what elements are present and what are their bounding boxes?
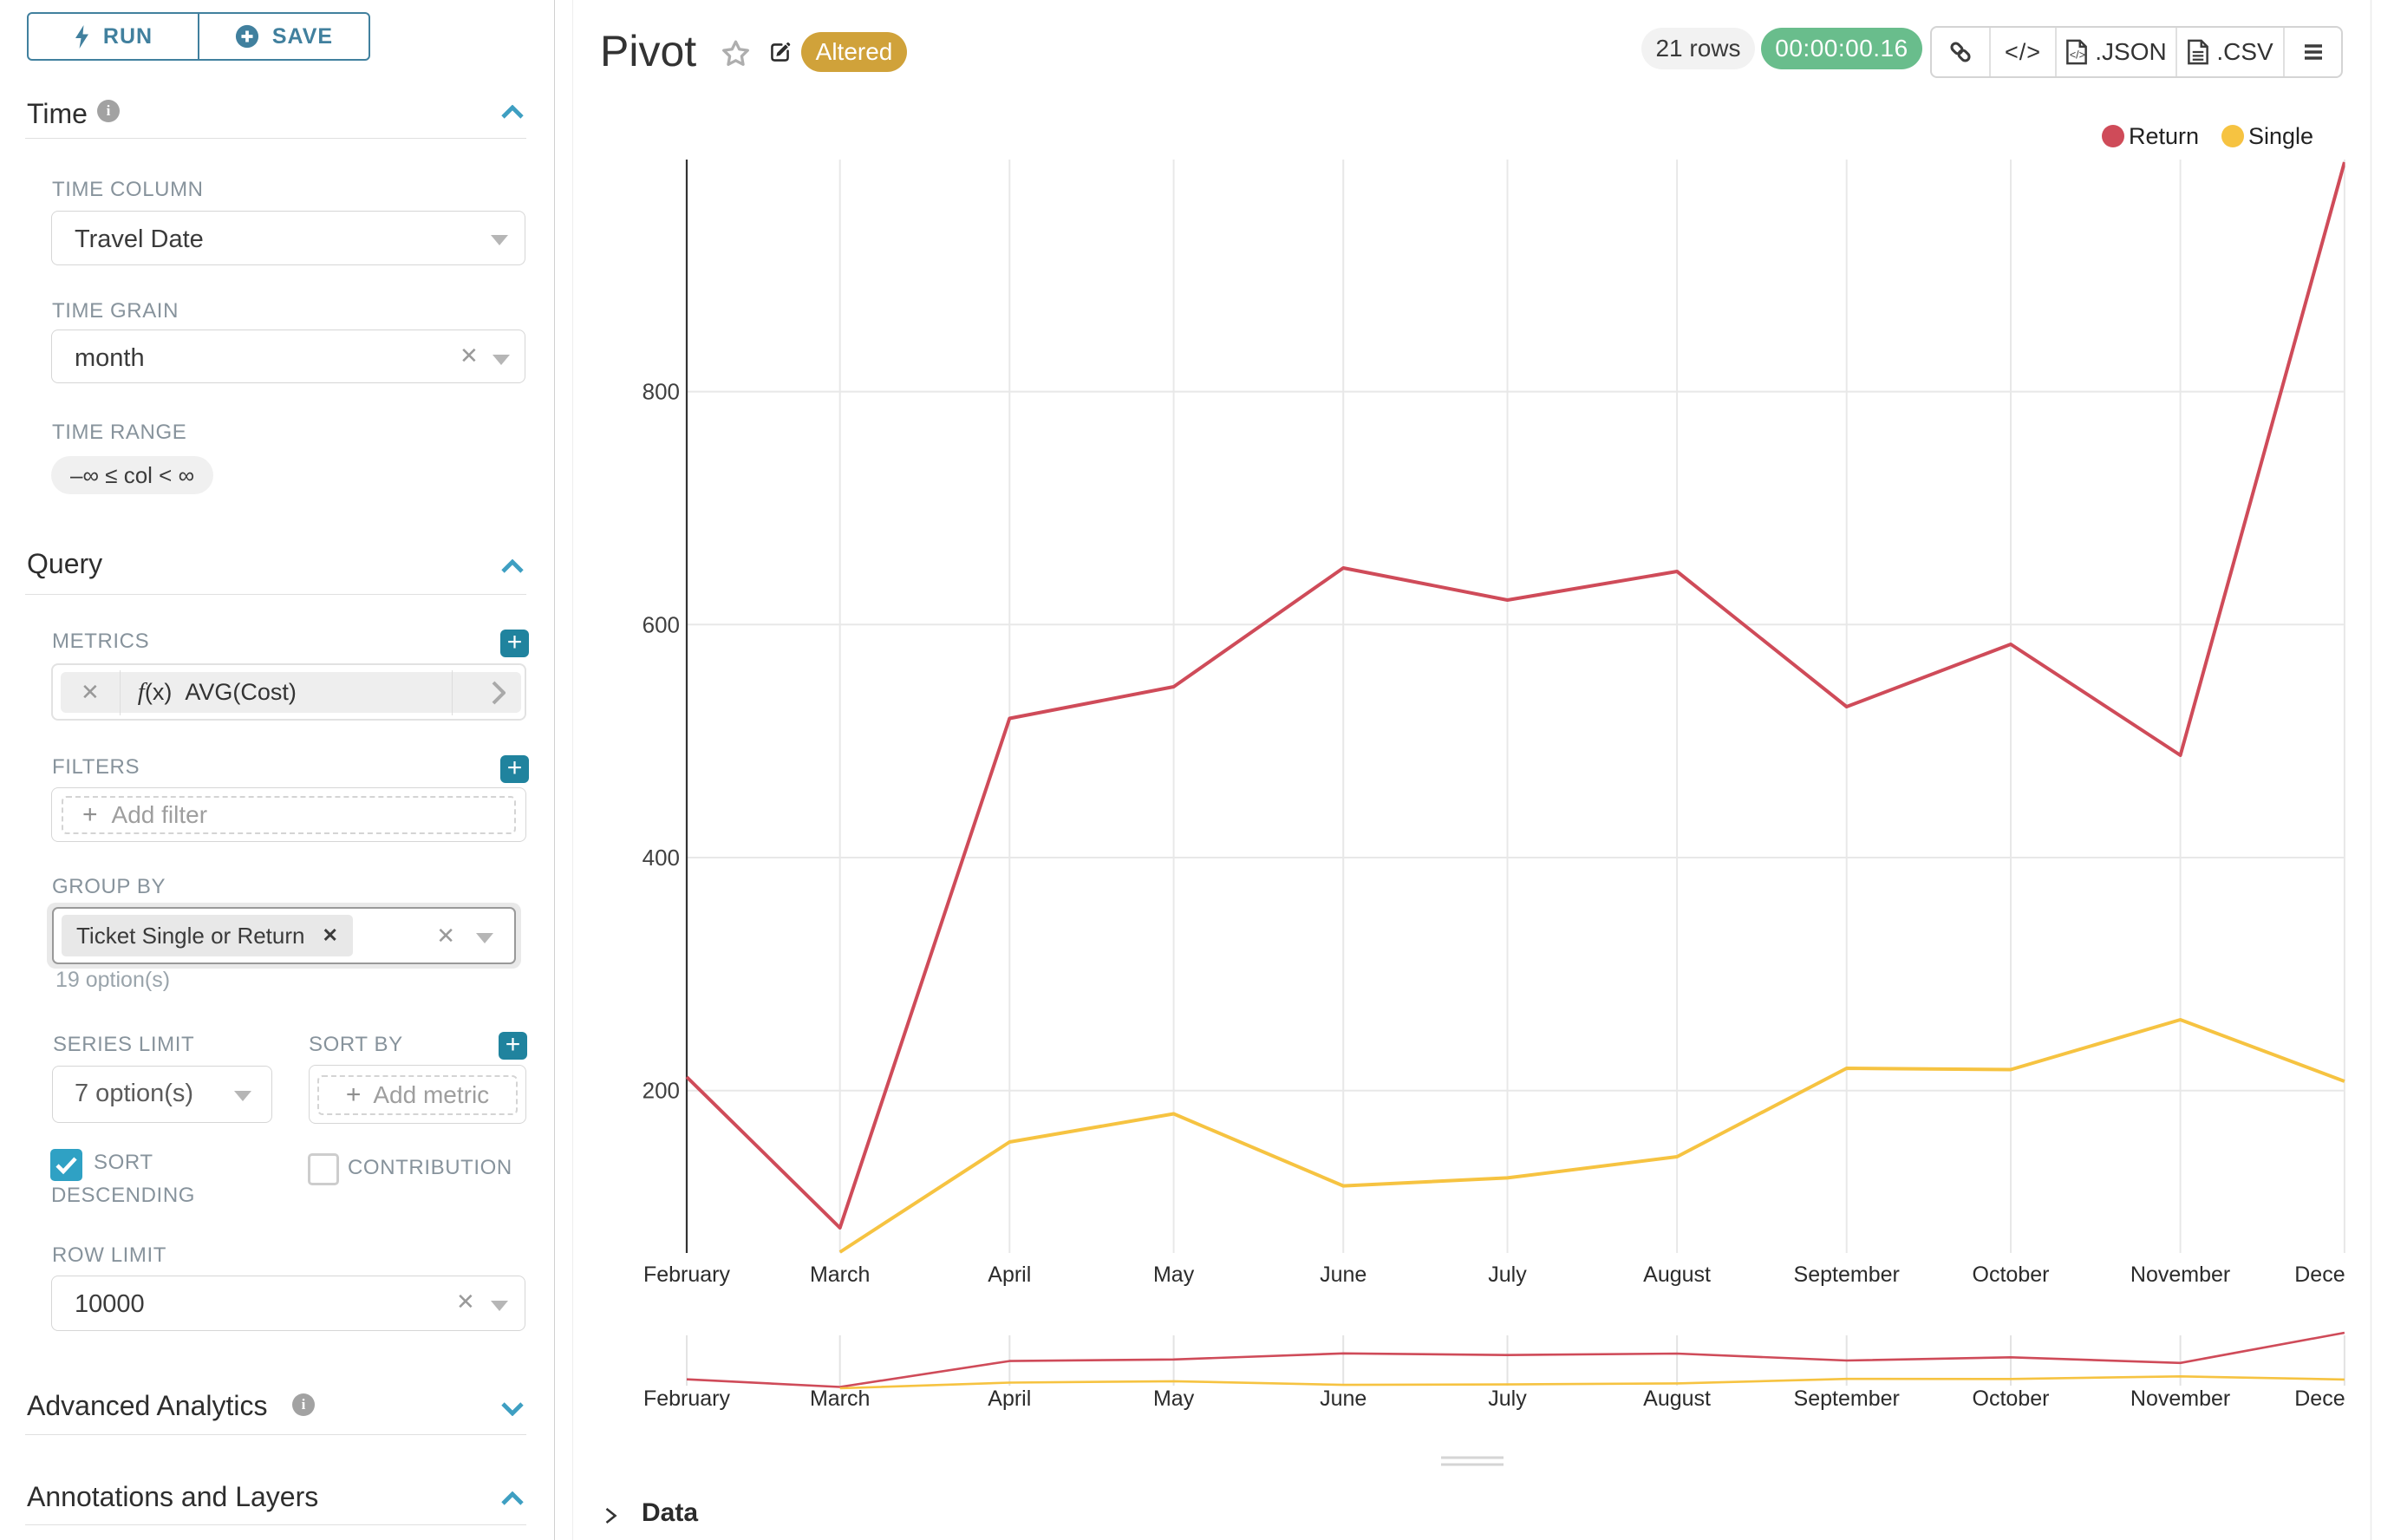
svg-text:September: September	[1794, 1387, 1900, 1411]
svg-text:June: June	[1320, 1263, 1367, 1287]
svg-text:October: October	[1973, 1387, 2050, 1411]
svg-text:May: May	[1153, 1263, 1195, 1287]
svg-text:November: November	[2130, 1263, 2230, 1287]
svg-text:600: 600	[643, 611, 680, 637]
svg-text:February: February	[643, 1263, 731, 1287]
svg-text:September: September	[1794, 1263, 1900, 1287]
svg-text:December: December	[2294, 1387, 2381, 1411]
svg-text:400: 400	[643, 845, 680, 871]
svg-text:August: August	[1643, 1263, 1711, 1287]
svg-text:August: August	[1643, 1387, 1711, 1411]
svg-text:April: April	[988, 1263, 1031, 1287]
svg-text:April: April	[988, 1387, 1031, 1411]
svg-text:July: July	[1488, 1263, 1527, 1287]
svg-text:July: July	[1488, 1387, 1527, 1411]
svg-text:October: October	[1973, 1263, 2050, 1287]
svg-text:February: February	[643, 1387, 731, 1411]
svg-text:800: 800	[643, 379, 680, 405]
svg-text:Single: Single	[2248, 123, 2313, 149]
svg-text:March: March	[810, 1387, 870, 1411]
svg-text:200: 200	[643, 1078, 680, 1104]
svg-text:March: March	[810, 1263, 870, 1287]
svg-text:Return: Return	[2129, 123, 2199, 149]
svg-text:May: May	[1153, 1387, 1195, 1411]
svg-text:December: December	[2294, 1263, 2381, 1287]
svg-text:</>: </>	[2070, 49, 2085, 62]
svg-text:June: June	[1320, 1387, 1367, 1411]
svg-text:November: November	[2130, 1387, 2230, 1411]
